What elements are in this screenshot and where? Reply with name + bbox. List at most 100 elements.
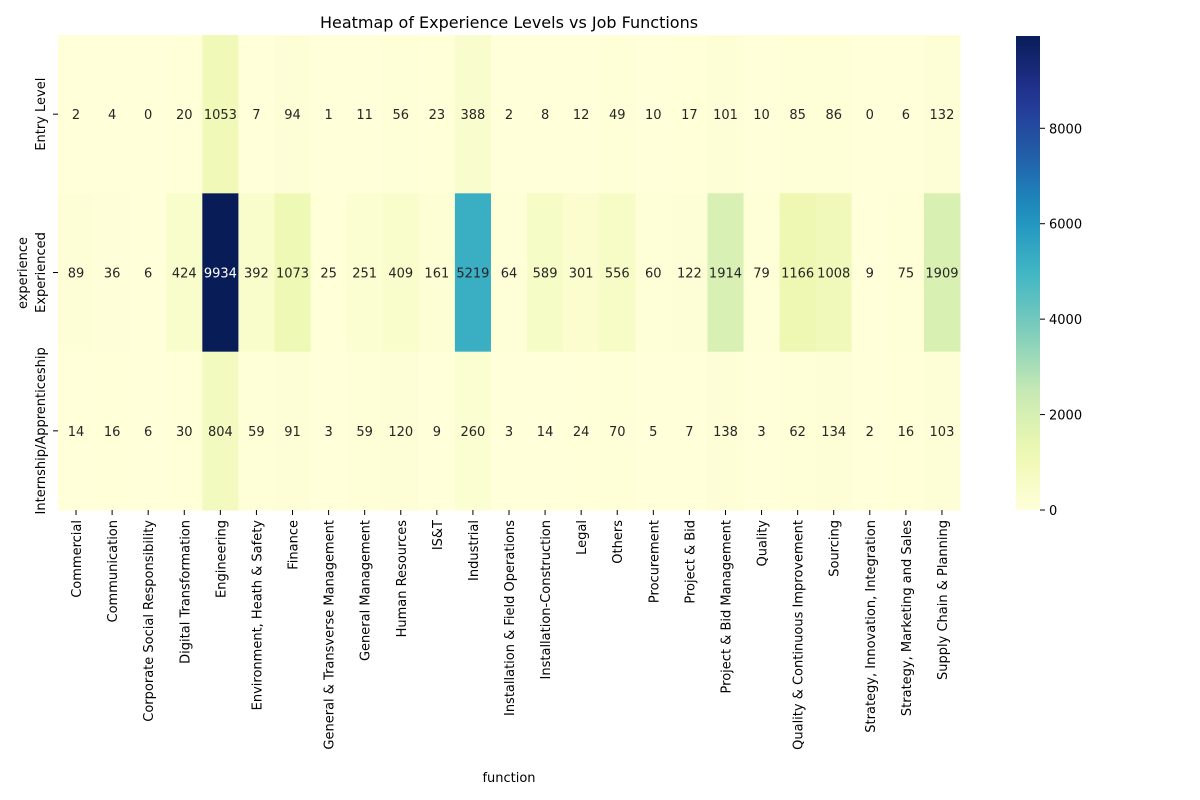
cell-value-label: 2: [505, 108, 513, 123]
x-tick-label: Strategy, Marketing and Sales: [900, 520, 915, 716]
heatmap-cell: [454, 351, 492, 511]
heatmap-cell: [454, 35, 492, 194]
heatmap-cell: [851, 35, 889, 194]
cell-value-label: 85: [789, 108, 806, 123]
heatmap-cell: [887, 351, 925, 511]
cell-value-label: 9: [866, 267, 874, 282]
colorbar-tick-label: 6000: [1049, 218, 1082, 233]
cell-value-label: 91: [284, 425, 301, 440]
heatmap-cell: [418, 35, 456, 194]
x-axis-label: function: [482, 771, 535, 786]
cell-value-label: 1: [324, 108, 332, 123]
x-tick-label: Project & Bid Management: [719, 520, 734, 693]
heatmap-cell: [815, 193, 853, 353]
heatmap-cell: [671, 193, 708, 353]
heatmap-cell: [887, 193, 925, 353]
heatmap-cell: [923, 35, 961, 194]
cell-value-label: 1053: [204, 108, 237, 123]
heatmap-cell: [851, 193, 889, 353]
heatmap-cell: [635, 351, 672, 511]
heatmap-cell: [94, 35, 131, 194]
x-tick-label: Industrial: [467, 520, 482, 581]
cell-value-label: 16: [898, 425, 915, 440]
cell-value-label: 556: [605, 267, 630, 282]
heatmap-cell: [238, 351, 275, 511]
cell-value-label: 16: [104, 425, 121, 440]
heatmap-cell: [707, 35, 745, 194]
cell-value-label: 5219: [456, 267, 489, 282]
heatmap-cell: [490, 351, 528, 511]
heatmap-cell: [382, 35, 420, 194]
heatmap-cell: [490, 35, 528, 194]
cell-value-label: 3: [324, 425, 332, 440]
heatmap-cell: [707, 351, 745, 511]
cell-value-label: 59: [248, 425, 265, 440]
cell-value-label: 25: [320, 267, 337, 282]
cell-value-label: 260: [461, 425, 486, 440]
cell-value-label: 388: [461, 108, 486, 123]
x-tick-label: Procurement: [647, 520, 662, 603]
cell-value-label: 64: [501, 267, 518, 282]
heatmap-cell: [779, 193, 817, 353]
cell-value-label: 86: [825, 108, 842, 123]
cell-value-label: 12: [573, 108, 590, 123]
x-tick-label: Human Resources: [395, 520, 410, 638]
heatmap-cell: [671, 351, 708, 511]
heatmap-cell: [418, 351, 456, 511]
heatmap-cell: [815, 351, 853, 511]
heatmap-cell: [310, 351, 348, 511]
x-tick-label: General & Transverse Management: [323, 520, 338, 750]
cell-value-label: 5: [649, 425, 657, 440]
heatmap-cell: [563, 193, 600, 353]
heatmap-cell: [310, 193, 348, 353]
cell-value-label: 10: [645, 108, 662, 123]
cell-value-label: 1073: [276, 267, 309, 282]
heatmap-cell: [346, 193, 384, 353]
heatmap-cell: [527, 351, 564, 511]
cell-value-label: 49: [609, 108, 626, 123]
cell-value-label: 60: [645, 267, 662, 282]
x-tick-label: Corporate Social Responsibility: [142, 520, 157, 722]
cell-value-label: 251: [352, 267, 377, 282]
cell-value-label: 36: [104, 267, 121, 282]
heatmap-cell: [418, 193, 456, 353]
heatmap-cell: [94, 351, 131, 511]
cell-value-label: 1008: [817, 267, 850, 282]
heatmap-cell: [382, 193, 420, 353]
x-tick-label: Commercial: [70, 520, 85, 598]
heatmap-cell: [202, 193, 239, 353]
heatmap-cell: [130, 193, 167, 353]
cell-value-label: 23: [429, 108, 446, 123]
heatmap-cell: [887, 35, 925, 194]
heatmap-cell: [923, 351, 961, 511]
cell-value-label: 14: [537, 425, 554, 440]
x-axis-ticks: Commercial Communication Corporate Social …: [70, 510, 951, 750]
y-axis-label: experience: [16, 237, 31, 309]
cell-value-label: 14: [68, 425, 85, 440]
heatmap-cell: [94, 193, 131, 353]
heatmap-cell: [671, 35, 708, 194]
heatmap-cell: [130, 35, 167, 194]
cell-value-label: 7: [685, 425, 693, 440]
x-tick-label: Installation-Construction: [539, 520, 554, 679]
cell-value-label: 79: [753, 267, 770, 282]
heatmap-cell: [851, 351, 889, 511]
heatmap-cell: [166, 193, 203, 353]
heatmap-cell: [310, 35, 348, 194]
colorbar: [1016, 36, 1040, 510]
cell-value-label: 804: [208, 425, 233, 440]
x-tick-label: Supply Chain & Planning: [936, 520, 951, 680]
colorbar-tick-label: 8000: [1049, 122, 1082, 137]
heatmap-cell: [527, 193, 564, 353]
colorbar-tick-label: 0: [1049, 504, 1057, 519]
cell-value-label: 138: [713, 425, 738, 440]
x-tick-label: Finance: [287, 520, 302, 570]
y-axis-ticks: Entry Level Experienced Internship/Apprent…: [34, 78, 58, 514]
cell-value-label: 94: [284, 108, 301, 123]
heatmap-cell: [563, 351, 600, 511]
heatmap-cell: [815, 35, 853, 194]
heatmap-cell: [454, 193, 492, 353]
heatmap-cell: [130, 351, 167, 511]
cell-value-label: 409: [388, 267, 413, 282]
